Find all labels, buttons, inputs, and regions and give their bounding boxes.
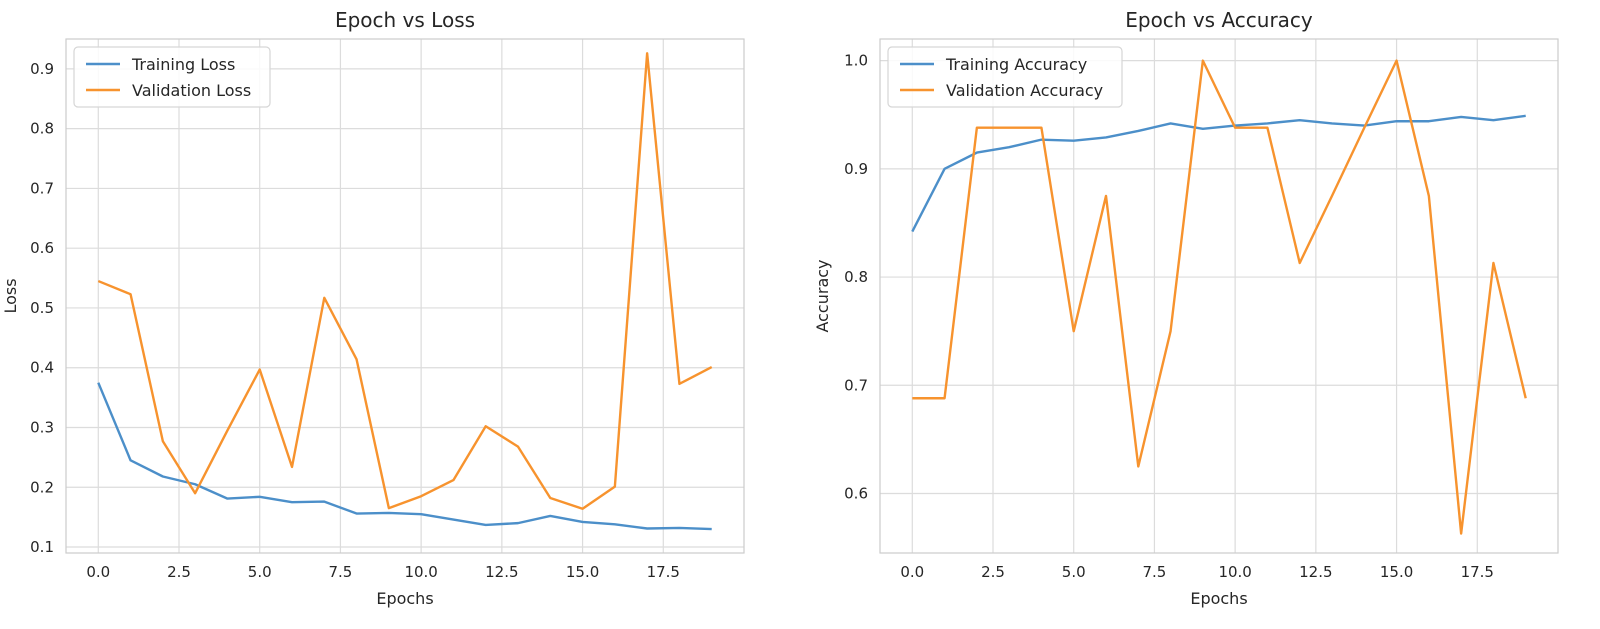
loss-x-tick-label: 12.5 <box>485 563 518 581</box>
accuracy-y-tick-label: 0.6 <box>844 484 868 502</box>
accuracy-series-line-0 <box>911 114 1526 233</box>
accuracy-legend-label-0: Training Accuracy <box>945 55 1087 74</box>
loss-y-tick-label: 0.8 <box>30 120 54 138</box>
accuracy-x-tick-label: 17.5 <box>1461 563 1494 581</box>
accuracy-x-tick-label: 7.5 <box>1142 563 1166 581</box>
loss-x-tick-label: 5.0 <box>248 563 272 581</box>
loss-y-tick-label: 0.9 <box>30 60 54 78</box>
loss-legend-label-0: Training Loss <box>131 55 235 74</box>
loss-x-tick-label: 0.0 <box>86 563 110 581</box>
accuracy-x-axis-label: Epochs <box>1190 589 1247 608</box>
accuracy-y-axis-label: Accuracy <box>813 259 832 332</box>
loss-legend-label-1: Validation Loss <box>132 81 251 100</box>
loss-y-tick-label: 0.5 <box>30 299 54 317</box>
accuracy-x-tick-label: 2.5 <box>981 563 1005 581</box>
accuracy-series-line-1 <box>912 59 1527 535</box>
loss-y-tick-label: 0.3 <box>30 418 54 436</box>
loss-y-tick-label: 0.1 <box>30 538 54 556</box>
loss-legend <box>73 46 271 108</box>
accuracy-legend <box>887 46 1123 108</box>
loss-y-tick-label: 0.6 <box>30 239 54 257</box>
loss-plot-frame <box>65 38 745 554</box>
loss-x-tick-label: 2.5 <box>167 563 191 581</box>
accuracy-x-tick-label: 15.0 <box>1380 563 1413 581</box>
loss-series-line-1 <box>97 52 713 510</box>
accuracy-x-tick-label: 10.0 <box>1218 563 1251 581</box>
accuracy-x-tick-label: 0.0 <box>900 563 924 581</box>
loss-chart: 0.0 2.5 5.0 7.5 10.0 12.5 15.0 17.5 0.1 0.2 0.3 0.4… <box>1 8 745 608</box>
loss-y-tick-label: 0.2 <box>30 478 54 496</box>
loss-y-tick-label: 0.7 <box>30 179 54 197</box>
loss-y-axis-label: Loss <box>1 278 20 313</box>
accuracy-x-tick-label: 5.0 <box>1062 563 1086 581</box>
accuracy-plot-frame <box>879 38 1559 554</box>
loss-x-tick-label: 10.0 <box>404 563 437 581</box>
accuracy-legend-label-1: Validation Accuracy <box>946 81 1103 100</box>
accuracy-x-tick-label: 12.5 <box>1299 563 1332 581</box>
accuracy-y-tick-label: 0.7 <box>844 376 868 394</box>
accuracy-y-tick-label: 0.8 <box>844 268 868 286</box>
loss-chart-title: Epoch vs Loss <box>335 8 475 32</box>
loss-x-tick-label: 15.0 <box>566 563 599 581</box>
loss-x-tick-label: 7.5 <box>328 563 352 581</box>
loss-x-tick-label: 17.5 <box>647 563 680 581</box>
accuracy-y-tick-label: 0.9 <box>844 160 868 178</box>
loss-y-tick-label: 0.4 <box>30 359 54 377</box>
loss-x-axis-label: Epochs <box>376 589 433 608</box>
accuracy-y-tick-label: 1.0 <box>844 52 868 70</box>
loss-series-line-0 <box>97 382 712 531</box>
accuracy-chart-title: Epoch vs Accuracy <box>1125 8 1313 32</box>
accuracy-chart: 0.0 2.5 5.0 7.5 10.0 12.5 15.0 17.5 0.6 0.7 0.8 0.9… <box>813 8 1559 608</box>
